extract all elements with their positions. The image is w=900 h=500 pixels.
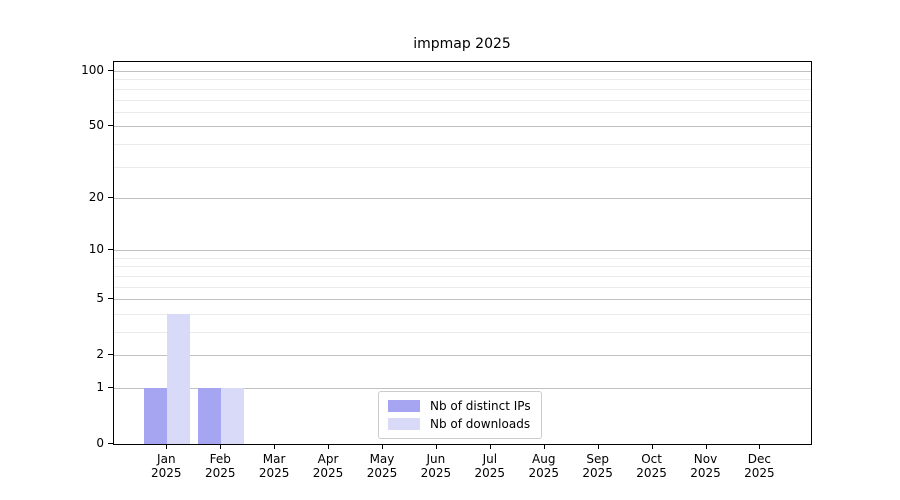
bar-nb-of-distinct-ips-jan — [144, 388, 168, 444]
legend-label-downloads: Nb of downloads — [430, 417, 531, 431]
y-axis-tick — [108, 125, 113, 127]
x-axis-tick — [220, 445, 222, 449]
plot-area — [113, 61, 812, 445]
gridline-major — [114, 355, 811, 357]
y-axis-tick — [108, 354, 113, 356]
y-axis-tick-label: 20 — [88, 189, 104, 204]
x-axis-tick-label: May 2025 — [366, 452, 398, 480]
y-axis-tick — [108, 196, 113, 198]
y-axis-tick — [108, 443, 113, 444]
y-axis-tick — [108, 70, 113, 72]
gridline-major — [114, 299, 811, 301]
gridline-minor — [114, 111, 811, 113]
x-axis-tick — [381, 445, 383, 449]
y-axis-tick-label: 100 — [81, 63, 104, 78]
y-axis-tick — [108, 249, 113, 251]
x-axis-tick-label: Jun 2025 — [420, 452, 452, 480]
y-axis-tick-label: 1 — [96, 379, 104, 394]
x-axis-tick-label: Jul 2025 — [474, 452, 506, 480]
legend-swatch-distinct-ips-icon — [388, 400, 420, 412]
x-axis-tick — [435, 445, 437, 449]
x-axis-tick — [274, 445, 276, 449]
x-axis-tick-label: Feb 2025 — [204, 452, 236, 480]
x-axis-tick-label: Apr 2025 — [312, 452, 344, 480]
gridline-major — [114, 126, 811, 128]
x-axis-tick — [328, 445, 330, 449]
gridline-major — [114, 197, 811, 199]
y-axis-tick-label: 0 — [96, 436, 104, 450]
y-axis-tick-label: 10 — [88, 242, 104, 257]
gridline-minor — [114, 286, 811, 288]
y-axis-tick-label: 2 — [96, 347, 104, 362]
legend-label-distinct-ips: Nb of distinct IPs — [430, 399, 531, 413]
bar-nb-of-distinct-ips-feb — [198, 388, 222, 444]
gridline-major — [114, 71, 811, 73]
y-axis-tick — [108, 386, 113, 388]
x-axis-tick-label: Oct 2025 — [636, 452, 667, 480]
legend-item-distinct-ips: Nb of distinct IPs — [388, 397, 537, 415]
gridline-minor — [114, 266, 811, 268]
gridline-minor — [114, 166, 811, 168]
chart-title: impmap 2025 — [413, 36, 511, 52]
legend-item-downloads: Nb of downloads — [388, 415, 537, 433]
y-axis-tick-label: 50 — [88, 118, 104, 133]
gridline-minor — [114, 88, 811, 90]
legend: Nb of distinct IPs Nb of downloads — [378, 391, 542, 439]
x-axis-tick — [597, 445, 599, 449]
gridline-minor — [114, 99, 811, 101]
y-axis-tick-label: 5 — [96, 291, 104, 306]
gridline-major — [114, 387, 811, 389]
x-axis-tick-label: Mar 2025 — [258, 452, 290, 480]
x-axis-tick-label: Dec 2025 — [744, 452, 775, 480]
x-axis-tick-label: Jan 2025 — [151, 452, 182, 480]
gridline-minor — [114, 143, 811, 145]
gridline-minor — [114, 331, 811, 333]
bar-nb-of-downloads-feb — [221, 388, 245, 444]
gridline-minor — [114, 257, 811, 259]
gridline-major — [114, 250, 811, 252]
gridline-minor — [114, 275, 811, 277]
x-axis-tick — [705, 445, 707, 449]
x-axis-tick — [759, 445, 761, 449]
y-axis-tick — [108, 298, 113, 300]
x-axis-tick — [651, 445, 653, 449]
x-axis-tick-label: Nov 2025 — [690, 452, 721, 480]
x-axis-tick-label: Sep 2025 — [582, 452, 613, 480]
gridline-minor — [114, 313, 811, 315]
x-axis-tick — [166, 445, 168, 449]
x-axis-tick — [489, 445, 491, 449]
bar-nb-of-downloads-jan — [167, 313, 191, 444]
x-axis-tick-label: Aug 2025 — [528, 452, 559, 480]
x-axis-tick — [543, 445, 545, 449]
gridline-minor — [114, 79, 811, 81]
legend-swatch-downloads-icon — [388, 418, 420, 430]
